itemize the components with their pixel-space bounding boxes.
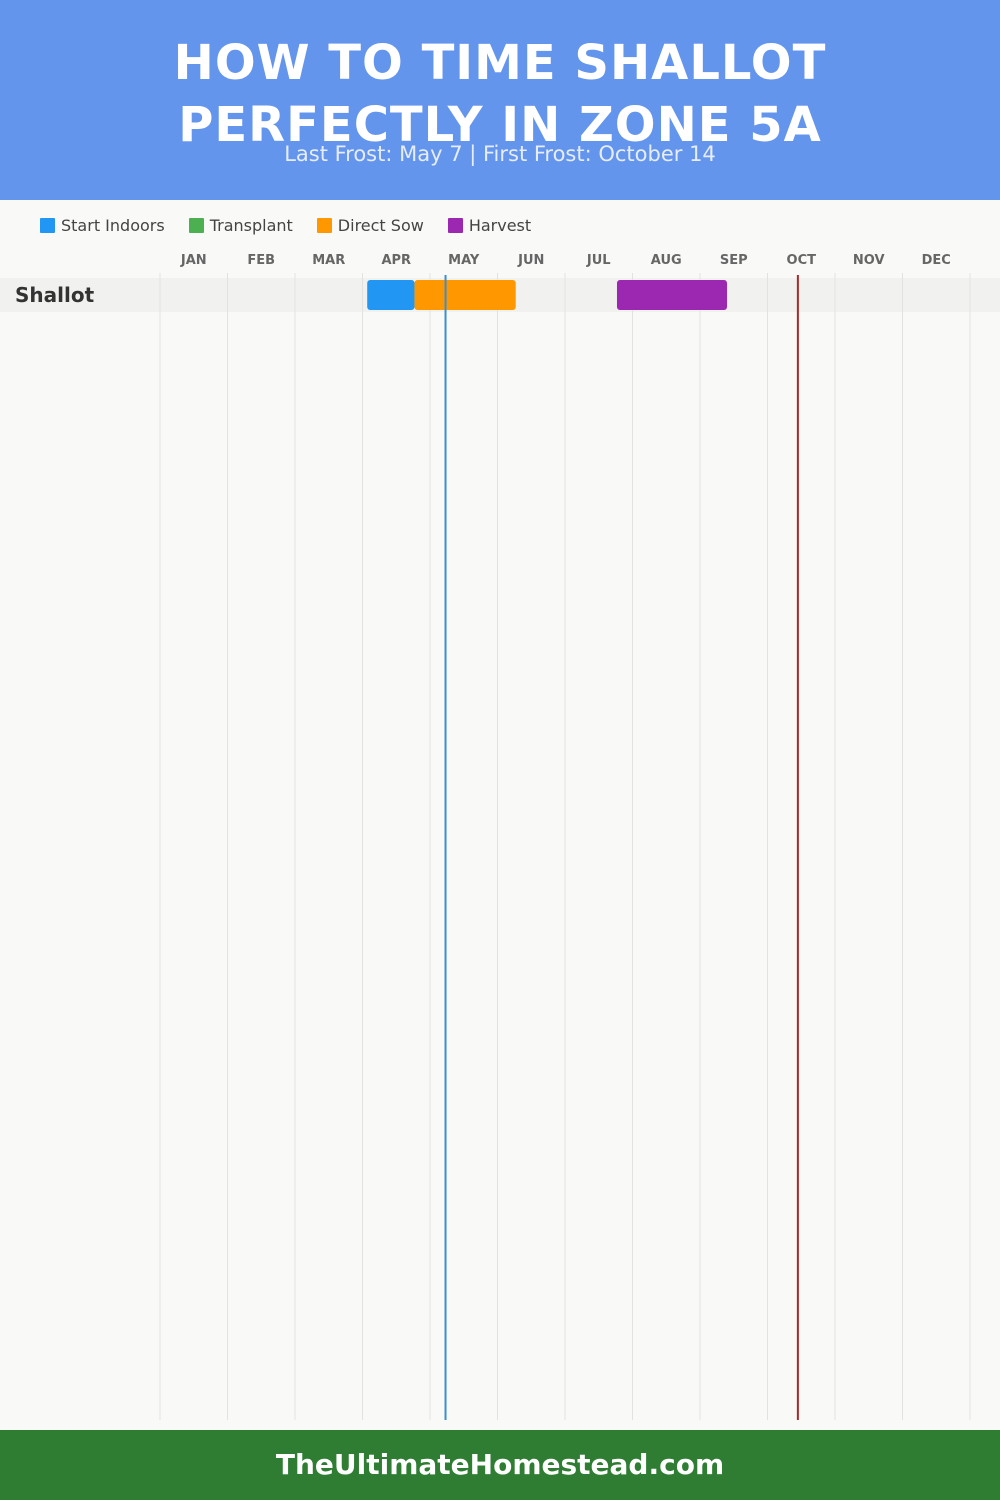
month-label-apr: APR <box>381 253 411 268</box>
legend: Start Indoors Transplant Direct Sow Harv… <box>40 214 531 236</box>
month-label-dec: DEC <box>922 253 951 268</box>
legend-swatch-start-indoors <box>40 217 55 233</box>
footer-banner: TheUltimateHomestead.com <box>0 1430 1000 1500</box>
month-label-mar: MAR <box>312 253 345 268</box>
month-label-nov: NOV <box>853 253 885 268</box>
month-label-aug: AUG <box>651 253 682 268</box>
task-bar-harvest <box>616 280 727 310</box>
month-label-oct: OCT <box>787 253 817 268</box>
page-title: HOW TO TIME SHALLOT PERFECTLY IN ZONE 5A <box>0 32 1000 156</box>
crop-label: Shallot <box>15 283 95 307</box>
task-bar-start-indoors <box>367 280 415 310</box>
planting-timeline-chart: JAN FEB MAR APR MAY JUN JUL AUG SEP OCT NOV DEC Shal… <box>0 253 1000 1420</box>
month-label-jan: JAN <box>180 253 207 268</box>
legend-swatch-transplant <box>188 217 204 233</box>
title-line-1: HOW TO TIME SHALLOT <box>173 35 827 91</box>
month-label-sep: SEP <box>720 253 748 268</box>
legend-item-direct-sow: Direct Sow <box>316 215 424 235</box>
legend-label-harvest: Harvest <box>468 215 532 235</box>
legend-item-transplant: Transplant <box>188 215 293 235</box>
header-banner: HOW TO TIME SHALLOT PERFECTLY IN ZONE 5A… <box>0 0 1000 200</box>
month-label-jun: JUN <box>517 253 544 268</box>
legend-label-start-indoors: Start Indoors <box>61 215 165 235</box>
month-label-may: MAY <box>448 253 480 268</box>
footer-website[interactable]: TheUltimateHomestead.com <box>275 1448 725 1481</box>
month-label-jul: JUL <box>586 253 611 268</box>
legend-item-harvest: Harvest <box>447 215 532 235</box>
legend-label-transplant: Transplant <box>209 215 293 235</box>
title-line-2: PERFECTLY IN ZONE 5A <box>178 97 822 153</box>
month-label-feb: FEB <box>247 253 275 268</box>
legend-swatch-harvest <box>447 217 463 233</box>
legend-label-direct-sow: Direct Sow <box>337 215 424 235</box>
frost-dates-subtitle: Last Frost: May 7 | First Frost: October… <box>284 142 716 166</box>
task-bar-direct-sow <box>414 280 516 310</box>
legend-item-start-indoors: Start Indoors <box>40 216 165 235</box>
legend-swatch-direct-sow <box>316 217 332 233</box>
